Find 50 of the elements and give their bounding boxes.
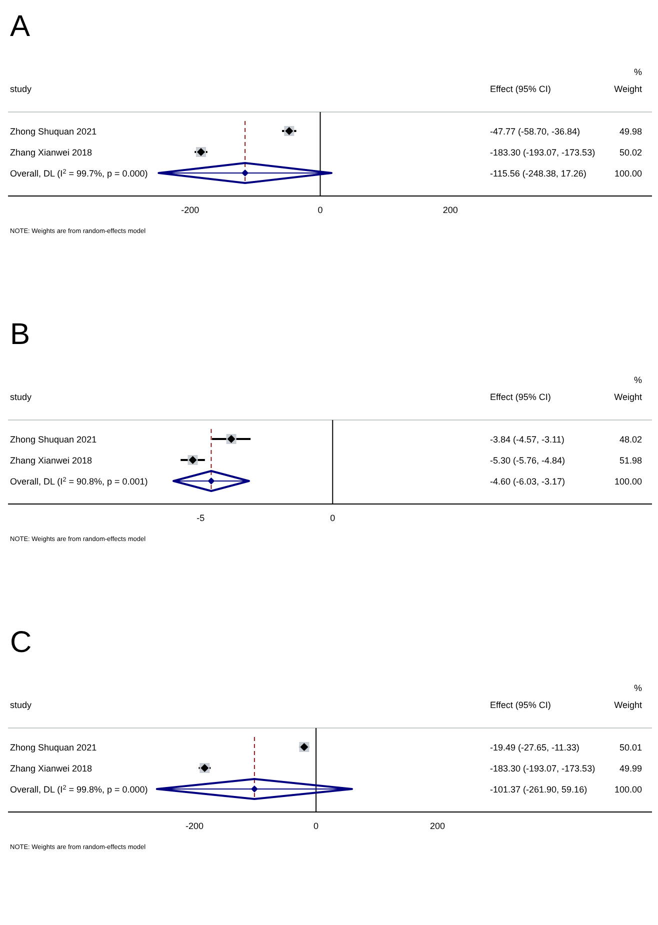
text: % bbox=[634, 375, 642, 385]
annotation: 50.02 bbox=[619, 148, 642, 158]
y-tick-label: Overall, DL (I$^{2}$ = 90.8%, p = 0.001) bbox=[10, 476, 148, 486]
x-tick-label: -200 bbox=[181, 205, 200, 215]
annotation: 100.00 bbox=[614, 784, 642, 794]
text: % bbox=[634, 683, 642, 693]
x-tick-label: 0 bbox=[330, 513, 336, 523]
text: Effect (95% CI) bbox=[490, 700, 551, 710]
text: study bbox=[10, 84, 32, 94]
annotation: -47.77 (-58.70, -36.84) bbox=[490, 126, 580, 136]
annotation: -5.30 (-5.76, -4.84) bbox=[490, 456, 566, 466]
y-tick-label: Zhong Shuquan 2021 bbox=[10, 742, 97, 752]
annotation: -4.60 (-6.03, -3.17) bbox=[490, 476, 566, 486]
y-tick-label: Zhang Xianwei 2018 bbox=[10, 148, 92, 158]
y-tick-label: Overall, DL (I$^{2}$ = 99.7%, p = 0.000) bbox=[10, 168, 148, 178]
chart-title: A bbox=[10, 10, 30, 43]
annotation: 50.01 bbox=[619, 742, 642, 752]
x-tick-label: 200 bbox=[442, 205, 458, 215]
annotation: -183.30 (-193.07, -173.53) bbox=[490, 148, 596, 158]
x-tick-label: 200 bbox=[430, 821, 446, 831]
chart-title: C bbox=[10, 626, 32, 659]
annotation: 100.00 bbox=[614, 476, 642, 486]
annotation: -3.84 (-4.57, -3.11) bbox=[490, 434, 564, 444]
y-tick-label: Zhang Xianwei 2018 bbox=[10, 764, 92, 774]
x-tick-label: -5 bbox=[196, 513, 205, 523]
text: Effect (95% CI) bbox=[490, 84, 551, 94]
annotation: 49.99 bbox=[619, 764, 642, 774]
x-tick-label: 0 bbox=[318, 205, 323, 215]
annotation: 48.02 bbox=[619, 434, 642, 444]
text: % bbox=[634, 67, 642, 77]
text: Weight bbox=[614, 392, 642, 402]
text: study bbox=[10, 700, 32, 710]
annotation: 100.00 bbox=[614, 168, 642, 178]
y-tick-label: Zhang Xianwei 2018 bbox=[10, 456, 92, 466]
annotation: 49.98 bbox=[619, 126, 642, 136]
annotation: -101.37 (-261.90, 59.16) bbox=[490, 784, 588, 794]
annotation: 51.98 bbox=[619, 456, 642, 466]
y-tick-label: Overall, DL (I$^{2}$ = 99.8%, p = 0.000) bbox=[10, 784, 148, 794]
text: Weight bbox=[614, 700, 642, 710]
x-tick-label: 0 bbox=[314, 821, 319, 831]
y-tick-label: Zhong Shuquan 2021 bbox=[10, 126, 97, 136]
text: study bbox=[10, 392, 32, 402]
chart-title: B bbox=[10, 318, 30, 351]
x-tick-label: -200 bbox=[186, 821, 204, 831]
annotation: -19.49 (-27.65, -11.33) bbox=[490, 742, 580, 752]
text: Effect (95% CI) bbox=[490, 392, 551, 402]
annotation: -183.30 (-193.07, -173.53) bbox=[490, 764, 596, 774]
text: Weight bbox=[614, 84, 642, 94]
annotation: -115.56 (-248.38, 17.26) bbox=[490, 168, 586, 178]
y-tick-label: Zhong Shuquan 2021 bbox=[10, 434, 97, 444]
